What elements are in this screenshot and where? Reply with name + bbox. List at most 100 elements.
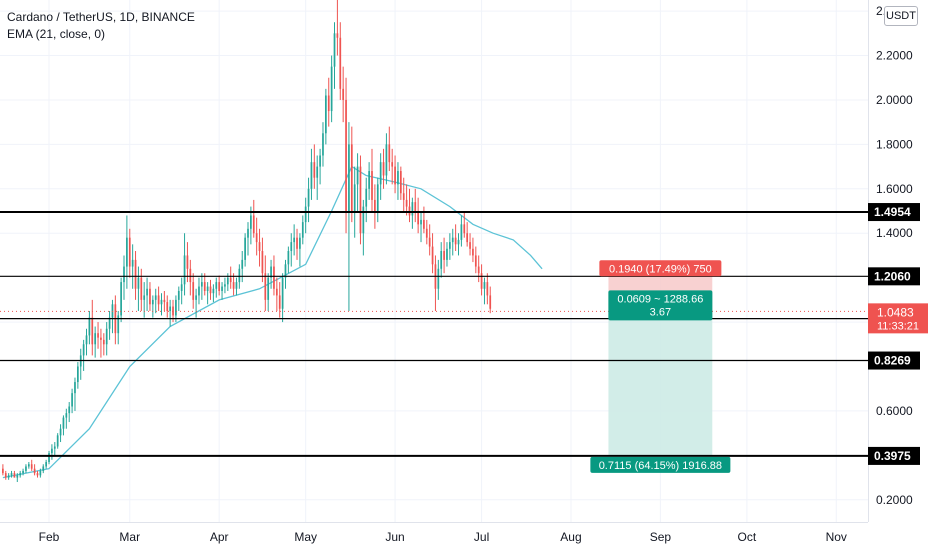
candle-body (428, 237, 431, 247)
x-tick-label: Sep (650, 530, 672, 544)
candle-body (180, 284, 183, 291)
level-price-label-bg (868, 351, 920, 370)
candle-body (218, 282, 221, 291)
candle-body (7, 475, 10, 478)
candle-body (255, 233, 258, 243)
candle-body (45, 462, 48, 467)
candle-body (313, 162, 316, 178)
candle-body (166, 302, 169, 311)
level-price-label-bg (868, 203, 920, 222)
candle-body (270, 266, 272, 278)
candle-body (25, 466, 27, 471)
info-label-line-2: 3.67 (650, 306, 671, 318)
candle-body (62, 417, 65, 429)
candle-body (411, 202, 414, 216)
candle-body (160, 299, 163, 305)
candle-body (82, 344, 85, 356)
candle-body (224, 284, 226, 287)
candle-body (209, 286, 212, 294)
candle-body (483, 282, 486, 289)
candle-body (2, 468, 4, 474)
candle-body (183, 255, 186, 285)
candle-body (273, 266, 275, 289)
candle-body (192, 282, 195, 300)
candle-body (296, 237, 298, 249)
reward-label-bg (590, 456, 731, 473)
candles (2, 0, 492, 483)
candle-body (466, 233, 469, 243)
candle-body (301, 222, 304, 238)
candle-body (359, 166, 362, 234)
price-axis: 2.40002.20002.00001.80001.60001.40001.00… (868, 0, 932, 550)
candle-body (278, 295, 281, 309)
candle-body (250, 215, 252, 229)
reward-label: 0.7115 (64.15%) 1916.88 (599, 460, 722, 472)
candle-body (100, 337, 102, 340)
candle-body (226, 277, 229, 285)
x-tick-label: Mar (119, 530, 140, 544)
info-label-line-1: 0.0609 ~ 1288.66 (617, 293, 703, 305)
level-price-label: 0.3975 (874, 449, 911, 463)
currency-button[interactable]: USDT (884, 6, 918, 26)
candle-body (307, 188, 310, 207)
candle-body (379, 162, 382, 185)
candle-body (134, 259, 137, 289)
candle-body (140, 277, 143, 300)
candle-body (51, 448, 53, 454)
candle-body (151, 299, 154, 305)
x-tick-label: Jun (385, 530, 404, 544)
candle-body (91, 317, 94, 345)
candle-body (486, 282, 489, 296)
candle-body (275, 288, 278, 296)
position-labels: 0.1940 (17.49%) 750 0.0609 ~ 1288.663.67 0… (590, 260, 731, 473)
y-tick-label: 1.4000 (876, 226, 913, 240)
candle-body (348, 144, 350, 212)
candle-body (195, 295, 197, 300)
candle-body (126, 237, 128, 267)
level-price-label: 1.2060 (874, 269, 911, 283)
candle-body (480, 273, 483, 289)
candle-body (177, 290, 180, 300)
candle-body (342, 88, 345, 100)
candle-body (128, 237, 131, 267)
candle-body (221, 286, 223, 291)
x-tick-label: Apr (210, 530, 229, 544)
candle-body (13, 473, 16, 478)
candle-body (108, 317, 111, 329)
candle-body (19, 473, 22, 476)
candle-body (238, 268, 241, 283)
candle-body (137, 277, 140, 289)
candle-body (440, 251, 443, 269)
level-price-label-bg (868, 446, 920, 465)
x-tick-label: Jul (474, 530, 489, 544)
candle-body (287, 251, 290, 265)
y-tick-label: 0.2000 (876, 493, 913, 507)
candle-body (4, 473, 7, 478)
candle-body (290, 242, 293, 252)
candle-body (382, 162, 385, 176)
candle-body (319, 155, 321, 167)
candle-body (123, 266, 125, 283)
candle-body (327, 95, 330, 112)
candle-body (120, 282, 122, 316)
risk-label: 0.1940 (17.49%) 750 (609, 263, 712, 275)
indicator-legend[interactable]: EMA (21, close, 0) (7, 27, 106, 41)
candle-body (330, 66, 333, 112)
candle-body (33, 468, 36, 474)
candle-body (241, 259, 244, 269)
candle-body (374, 199, 376, 212)
candle-body (371, 171, 373, 200)
candle-body (448, 242, 451, 249)
candle-body (362, 206, 365, 234)
x-tick-label: Aug (560, 530, 581, 544)
candle-body (322, 133, 324, 156)
candle-body (258, 242, 261, 252)
candle-body (172, 306, 174, 316)
x-tick-label: Feb (39, 530, 60, 544)
candle-body (304, 206, 307, 223)
candle-body (154, 295, 157, 300)
candle-body (30, 464, 33, 469)
candle-body (350, 144, 353, 212)
candle-body (16, 475, 19, 478)
